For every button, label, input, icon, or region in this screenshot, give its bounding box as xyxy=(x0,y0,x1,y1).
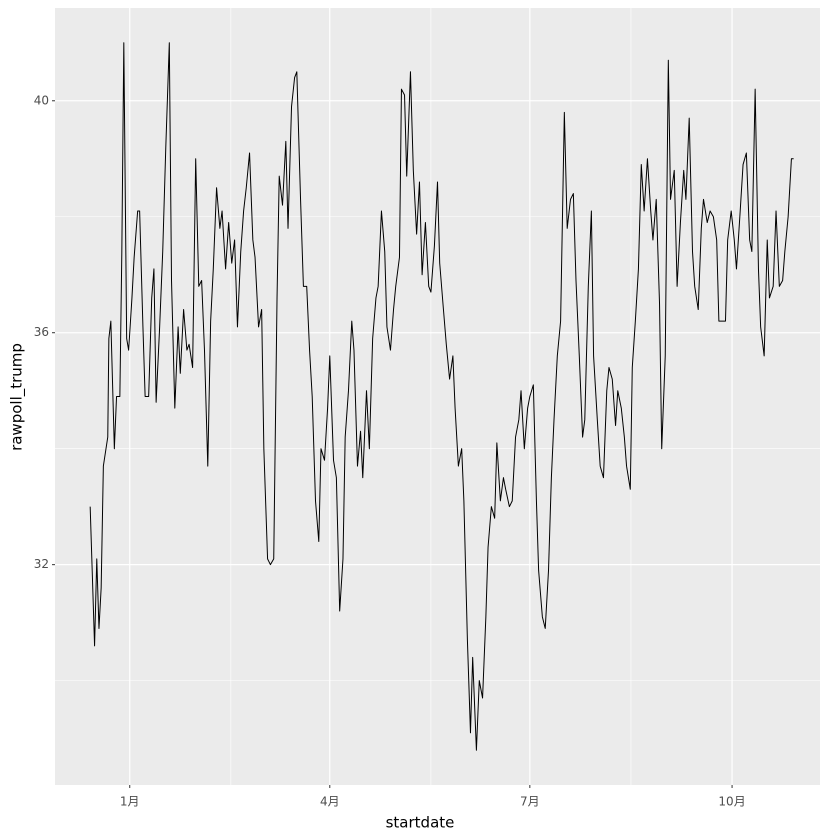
y-tick-label: 32 xyxy=(34,557,49,571)
data-line xyxy=(89,42,794,751)
panel xyxy=(55,8,820,785)
x-axis-title: startdate xyxy=(386,814,455,832)
x-tick-label: 1月 xyxy=(120,795,140,809)
x-tick-label: 10月 xyxy=(718,795,745,809)
y-axis-title: rawpoll_trump xyxy=(8,343,27,451)
y-tick-label: 36 xyxy=(34,325,49,339)
x-tick-label: 7月 xyxy=(520,795,540,809)
y-tick-label: 40 xyxy=(34,93,49,107)
x-tick-label: 4月 xyxy=(320,795,340,809)
